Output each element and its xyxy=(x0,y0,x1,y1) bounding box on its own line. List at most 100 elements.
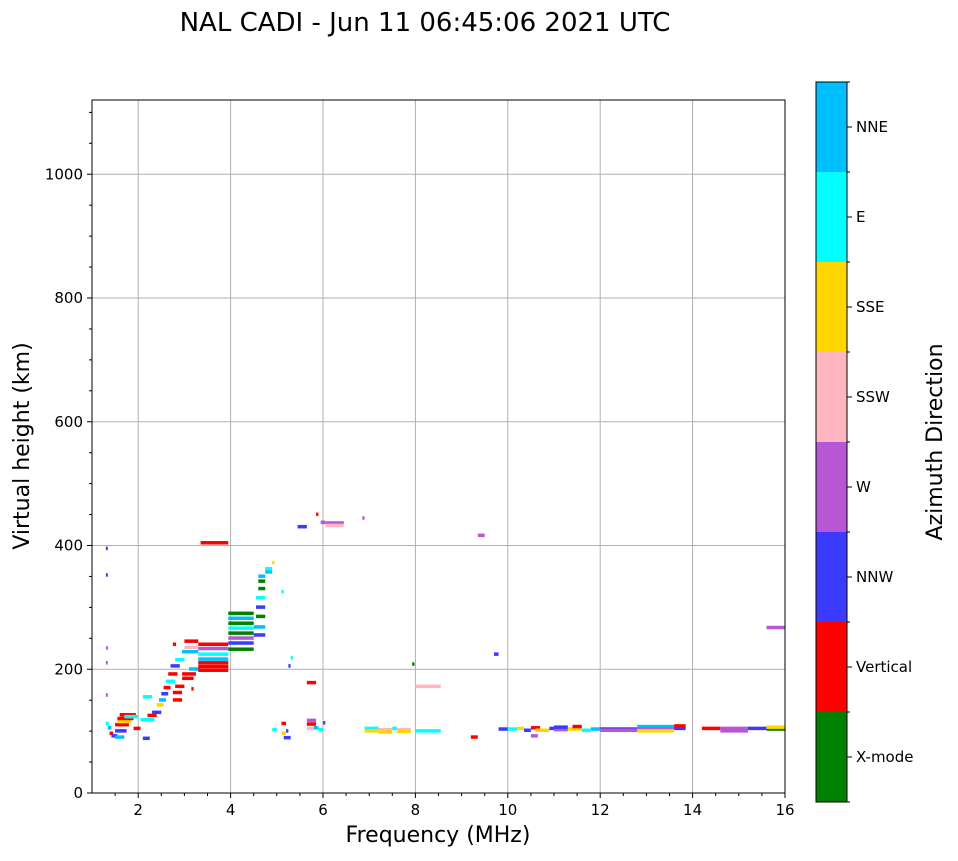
echo-point xyxy=(105,646,108,650)
echo-point xyxy=(572,724,582,729)
echo-point xyxy=(748,726,767,731)
echo-point xyxy=(182,676,194,681)
echo-point xyxy=(142,736,150,741)
echo-point xyxy=(590,727,601,731)
echo-point xyxy=(228,626,254,630)
echo-point xyxy=(637,727,675,731)
echo-point xyxy=(161,692,169,696)
y-axis-label: Virtual height (km) xyxy=(10,342,35,549)
echo-point xyxy=(117,716,134,721)
echo-point xyxy=(111,734,118,738)
echo-point xyxy=(674,726,686,731)
echo-point xyxy=(175,684,185,689)
colorbar-tick-label: NNW xyxy=(856,568,893,586)
echo-point xyxy=(281,731,287,736)
colorbar-segment xyxy=(816,622,847,712)
echo-point xyxy=(470,735,478,739)
echo-points xyxy=(105,512,785,741)
echo-point xyxy=(265,570,273,574)
echo-point xyxy=(133,726,141,731)
x-tick-label: 10 xyxy=(498,801,517,819)
echo-point xyxy=(115,735,125,739)
x-axis-label: Frequency (MHz) xyxy=(346,823,531,848)
echo-point xyxy=(115,729,127,733)
echo-point xyxy=(290,656,293,660)
colorbar: X-mode Vertical NNW W SSW SSE E NNE xyxy=(815,81,913,803)
colorbar-tick-label: NNE xyxy=(856,118,888,136)
echo-point xyxy=(378,730,393,734)
echo-point xyxy=(415,684,441,689)
echo-point xyxy=(288,664,291,668)
colorbar-tick-label: SSW xyxy=(856,388,890,406)
echo-point xyxy=(517,726,524,731)
echo-point xyxy=(281,721,287,726)
colorbar-segment xyxy=(816,352,847,442)
grid-lines xyxy=(92,100,786,794)
echo-point xyxy=(306,722,317,726)
echo-point xyxy=(198,664,229,669)
echo-point xyxy=(228,616,254,621)
echo-point xyxy=(109,731,114,736)
echo-point xyxy=(306,718,317,723)
echo-point xyxy=(152,710,162,715)
echo-point xyxy=(720,726,749,731)
echo-point xyxy=(258,586,266,591)
colorbar-label: Azimuth Direction xyxy=(923,343,948,540)
echo-point xyxy=(320,520,326,525)
echo-point xyxy=(168,672,178,676)
echo-point xyxy=(318,727,323,732)
echo-point xyxy=(412,662,415,666)
echo-point xyxy=(256,614,266,619)
echo-point xyxy=(124,714,139,719)
colorbar-tick-label: E xyxy=(856,208,865,226)
plot-axes: 2 4 6 8 10 12 14 16 0 200 400 600 800 1000 xyxy=(45,99,795,819)
echo-point xyxy=(198,661,229,665)
echo-point xyxy=(198,646,229,651)
echo-point xyxy=(147,713,157,718)
echo-point xyxy=(701,726,721,731)
echo-point xyxy=(720,729,749,733)
x-tick-label: 6 xyxy=(318,801,328,819)
echo-point xyxy=(182,672,196,676)
colorbar-tick-label: W xyxy=(856,478,871,496)
echo-point xyxy=(272,727,277,732)
echo-point xyxy=(228,641,254,645)
echo-point xyxy=(766,725,785,729)
echo-point xyxy=(163,685,171,690)
echo-point xyxy=(364,729,379,733)
echo-point xyxy=(554,727,568,732)
echo-point xyxy=(600,728,638,733)
echo-point xyxy=(364,726,379,731)
echo-point xyxy=(766,727,785,731)
echo-point xyxy=(140,717,155,722)
echo-point xyxy=(105,661,108,665)
echo-point xyxy=(286,729,289,733)
x-tick-label: 2 xyxy=(133,801,143,819)
echo-point xyxy=(198,642,229,646)
echo-point xyxy=(637,724,675,729)
echo-point xyxy=(198,657,229,661)
echo-point xyxy=(105,546,108,551)
echo-point xyxy=(182,649,199,654)
echo-point xyxy=(198,668,229,672)
echo-point xyxy=(323,721,326,725)
echo-point xyxy=(184,639,199,643)
echo-point xyxy=(172,642,177,646)
y-tick-label: 800 xyxy=(54,289,83,307)
echo-point xyxy=(674,724,686,728)
echo-point xyxy=(378,727,393,732)
echo-point xyxy=(498,727,508,731)
echo-point xyxy=(172,698,183,702)
colorbar-segment xyxy=(816,172,847,262)
echo-point xyxy=(228,647,254,651)
colorbar-segment xyxy=(816,712,847,802)
echo-point xyxy=(258,579,266,583)
x-tick-label: 8 xyxy=(411,801,421,819)
echo-point xyxy=(362,516,365,520)
echo-point xyxy=(105,693,108,697)
echo-point xyxy=(107,726,112,730)
echo-point xyxy=(272,560,275,565)
echo-point xyxy=(283,735,291,740)
